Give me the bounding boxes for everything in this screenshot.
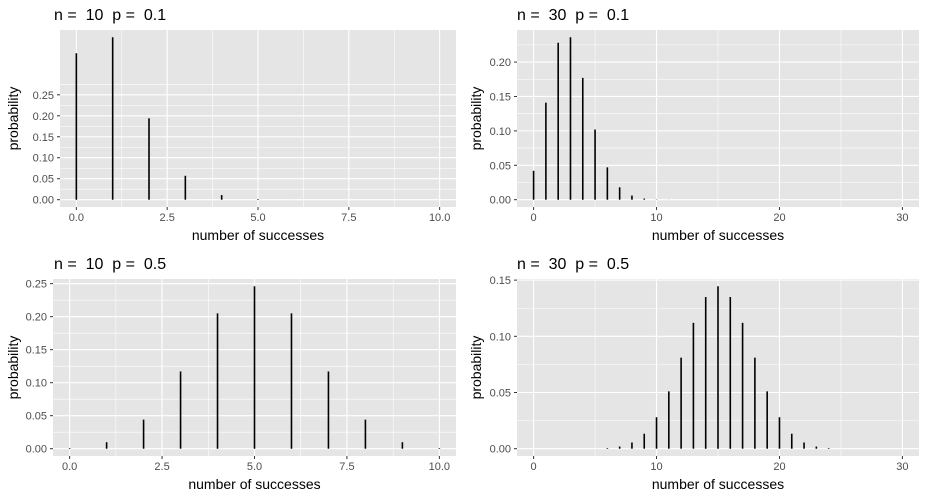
y-tick-label: 0.20 (26, 312, 47, 324)
y-axis-label: probability (5, 336, 21, 400)
x-tick-label: 5.0 (247, 461, 262, 473)
y-tick-label: 0.05 (33, 174, 54, 186)
x-tick-label: 10 (650, 212, 662, 224)
y-tick-label: 0.20 (490, 57, 511, 69)
y-tick-label: 0.00 (26, 444, 47, 456)
chart-panel-2: 0 10 20 30 0.00 0.05 0.10 0.15 0.20 n = 30 p = 0.… (468, 7, 919, 243)
y-tick-label: 0.10 (26, 378, 47, 390)
y-tick-label: 0.00 (490, 195, 511, 207)
x-tick-label: 20 (773, 212, 785, 224)
x-tick-label: 2.5 (160, 212, 175, 224)
y-tick-label: 0.10 (490, 126, 511, 138)
x-tick-label: 0 (531, 461, 537, 473)
x-axis-label: number of successes (192, 227, 324, 243)
y-tick-label: 0.15 (33, 132, 54, 144)
y-axis-label: probability (468, 87, 484, 151)
panel-title: n = 30 p = 0.5 (517, 256, 629, 273)
panel-title: n = 30 p = 0.1 (517, 7, 629, 24)
x-axis-label: number of successes (188, 476, 320, 492)
y-tick-label: 0.20 (33, 111, 54, 123)
chart-panel-1: 0.0 2.5 5.0 7.5 10.0 0.00 0.05 0.10 0.15 0.20 0.25… (5, 7, 456, 243)
x-tick-label: 0.0 (62, 461, 77, 473)
y-tick-label: 0.15 (26, 345, 47, 357)
x-tick-label: 2.5 (154, 461, 169, 473)
y-tick-label: 0.15 (490, 91, 511, 103)
y-tick-label: 0.10 (33, 153, 54, 165)
y-tick-label: 0.05 (490, 160, 511, 172)
y-axis-label: probability (468, 336, 484, 400)
y-tick-label: 0.00 (490, 444, 511, 456)
x-tick-label: 30 (896, 212, 908, 224)
y-axis-label: probability (5, 87, 21, 151)
y-tick-label: 0.15 (490, 275, 511, 287)
y-tick-label: 0.25 (26, 279, 47, 291)
y-tick-label: 0.10 (490, 331, 511, 343)
x-tick-label: 0 (531, 212, 537, 224)
y-tick-label: 0.05 (490, 388, 511, 400)
x-tick-label: 10.0 (429, 212, 450, 224)
x-tick-label: 10 (650, 461, 662, 473)
chart-panel-4: 0 10 20 30 0.00 0.05 0.10 0.15 n = 30 p = 0.5 num… (468, 256, 919, 492)
chart-panel-3: 0.0 2.5 5.0 7.5 10.0 0.00 0.05 0.10 0.15 0.20 0.25… (5, 256, 456, 492)
x-tick-label: 20 (773, 461, 785, 473)
x-tick-label: 5.0 (250, 212, 265, 224)
x-axis-label: number of successes (652, 476, 784, 492)
x-tick-label: 10.0 (429, 461, 450, 473)
x-tick-label: 30 (896, 461, 908, 473)
y-tick-label: 0.25 (33, 90, 54, 102)
y-tick-label: 0.00 (33, 195, 54, 207)
x-tick-label: 7.5 (339, 461, 354, 473)
x-tick-label: 0.0 (69, 212, 84, 224)
x-axis-label: number of successes (652, 227, 784, 243)
y-tick-label: 0.05 (26, 411, 47, 423)
panel-title: n = 10 p = 0.1 (54, 7, 166, 24)
x-tick-label: 7.5 (341, 212, 356, 224)
panel-title: n = 10 p = 0.5 (54, 256, 166, 273)
